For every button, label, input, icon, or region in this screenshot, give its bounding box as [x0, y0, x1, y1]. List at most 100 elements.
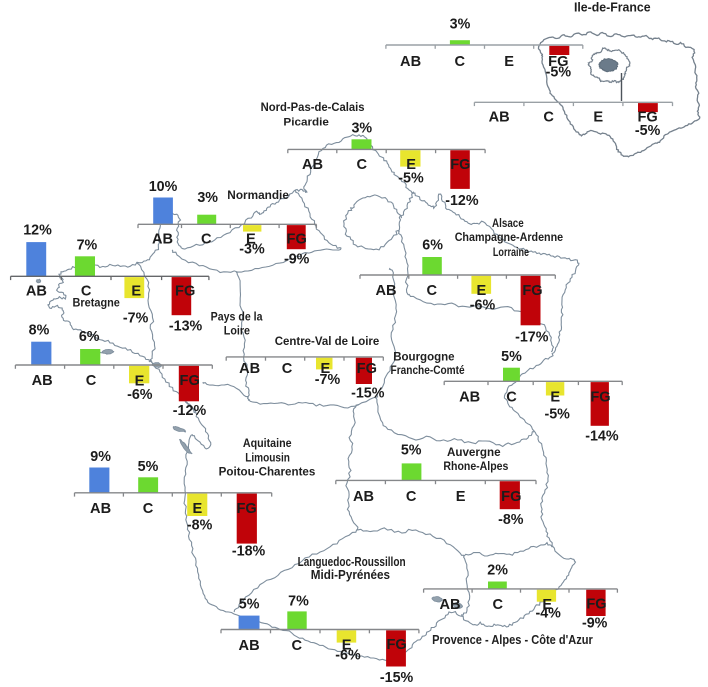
svg-text:2%: 2% — [487, 562, 508, 578]
svg-text:C: C — [143, 501, 154, 517]
svg-text:-7%: -7% — [315, 372, 341, 388]
svg-text:C: C — [455, 54, 466, 70]
svg-text:FG: FG — [287, 232, 307, 248]
svg-text:3%: 3% — [450, 17, 471, 33]
svg-text:FG: FG — [175, 283, 195, 299]
svg-text:Picardie: Picardie — [283, 117, 329, 129]
svg-text:12%: 12% — [23, 222, 52, 238]
svg-text:Aquitaine: Aquitaine — [243, 436, 292, 450]
svg-text:FG: FG — [590, 390, 610, 406]
svg-text:AB: AB — [489, 110, 510, 126]
svg-text:-5%: -5% — [546, 65, 572, 81]
svg-text:Loire: Loire — [224, 324, 251, 338]
svg-text:3%: 3% — [197, 190, 218, 206]
svg-text:Bretagne: Bretagne — [72, 295, 120, 309]
svg-text:Alsace: Alsace — [492, 216, 524, 230]
svg-text:-15%: -15% — [380, 670, 414, 686]
svg-text:-8%: -8% — [187, 518, 213, 534]
svg-text:-14%: -14% — [585, 428, 619, 444]
svg-text:FG: FG — [586, 597, 606, 613]
svg-text:FG: FG — [180, 373, 200, 389]
svg-text:-6%: -6% — [470, 298, 496, 314]
svg-text:E: E — [504, 54, 514, 70]
svg-text:AB: AB — [26, 283, 47, 299]
svg-text:E: E — [550, 390, 560, 406]
svg-text:E: E — [321, 361, 331, 377]
svg-text:-9%: -9% — [284, 252, 310, 268]
svg-text:C: C — [357, 157, 368, 173]
svg-text:Franche-Comté: Franche-Comté — [391, 363, 465, 377]
svg-text:FG: FG — [548, 54, 568, 70]
svg-text:AB: AB — [239, 361, 260, 377]
svg-text:5%: 5% — [138, 459, 159, 475]
svg-text:-9%: -9% — [582, 615, 608, 631]
svg-text:-15%: -15% — [351, 385, 385, 401]
svg-text:E: E — [406, 157, 416, 173]
svg-text:AB: AB — [439, 597, 460, 613]
svg-text:Pays de la: Pays de la — [211, 310, 263, 324]
svg-text:FG: FG — [236, 501, 256, 517]
svg-text:7%: 7% — [288, 593, 309, 609]
svg-text:-6%: -6% — [335, 648, 361, 664]
svg-text:5%: 5% — [401, 443, 422, 459]
svg-text:Provence - Alpes - Côte d'Azur: Provence - Alpes - Côte d'Azur — [432, 632, 593, 647]
svg-text:-6%: -6% — [127, 387, 153, 403]
svg-text:-12%: -12% — [445, 193, 479, 209]
svg-text:-13%: -13% — [169, 318, 203, 334]
svg-text:-5%: -5% — [544, 407, 570, 423]
svg-text:Centre-Val de Loire: Centre-Val de Loire — [275, 334, 380, 348]
svg-text:AB: AB — [400, 54, 421, 70]
svg-text:FG: FG — [637, 110, 657, 126]
svg-text:Nord-Pas-de-Calais: Nord-Pas-de-Calais — [261, 100, 365, 114]
svg-text:E: E — [342, 638, 352, 654]
svg-text:C: C — [427, 283, 438, 299]
svg-text:C: C — [543, 110, 554, 126]
svg-text:AB: AB — [302, 157, 323, 173]
svg-text:C: C — [506, 390, 517, 406]
svg-text:E: E — [542, 597, 552, 613]
svg-text:E: E — [131, 283, 141, 299]
svg-text:FG: FG — [386, 637, 406, 653]
svg-text:FG: FG — [357, 361, 377, 377]
svg-text:C: C — [81, 283, 92, 299]
svg-text:AB: AB — [375, 283, 396, 299]
svg-text:C: C — [406, 489, 417, 505]
svg-text:-12%: -12% — [173, 403, 207, 419]
svg-text:5%: 5% — [239, 597, 260, 613]
svg-text:9%: 9% — [90, 449, 111, 465]
svg-text:Lorraine: Lorraine — [493, 245, 529, 259]
svg-text:AB: AB — [152, 232, 173, 248]
svg-text:C: C — [493, 597, 504, 613]
svg-text:-17%: -17% — [515, 329, 549, 345]
svg-text:C: C — [86, 373, 97, 389]
svg-text:C: C — [292, 638, 303, 654]
svg-text:FG: FG — [501, 489, 521, 505]
svg-text:AB: AB — [90, 501, 111, 517]
svg-text:Bourgogne: Bourgogne — [393, 349, 455, 363]
svg-text:6%: 6% — [422, 237, 443, 253]
svg-text:10%: 10% — [149, 179, 178, 195]
svg-text:E: E — [135, 373, 145, 389]
svg-text:6%: 6% — [79, 329, 100, 345]
svg-text:3%: 3% — [351, 120, 372, 136]
svg-text:7%: 7% — [77, 238, 98, 254]
svg-text:AB: AB — [239, 638, 260, 654]
svg-text:E: E — [477, 283, 487, 299]
svg-text:AB: AB — [353, 489, 374, 505]
svg-text:Rhone-Alpes: Rhone-Alpes — [443, 459, 508, 473]
svg-text:AB: AB — [459, 390, 480, 406]
svg-text:-5%: -5% — [398, 171, 424, 187]
svg-text:-18%: -18% — [232, 543, 266, 559]
svg-text:8%: 8% — [29, 323, 50, 339]
svg-text:-5%: -5% — [635, 123, 661, 139]
svg-text:5%: 5% — [501, 349, 522, 365]
svg-text:FG: FG — [450, 157, 470, 173]
svg-text:Languedoc-Roussillon: Languedoc-Roussillon — [298, 554, 406, 569]
svg-text:C: C — [201, 232, 212, 248]
svg-text:Ile-de-France: Ile-de-France — [574, 0, 651, 15]
svg-text:-8%: -8% — [498, 512, 524, 528]
svg-text:Champagne-Ardenne: Champagne-Ardenne — [455, 230, 564, 244]
svg-text:Poitou-Charentes: Poitou-Charentes — [219, 465, 316, 479]
svg-text:E: E — [193, 501, 203, 517]
svg-text:-4%: -4% — [535, 606, 561, 622]
